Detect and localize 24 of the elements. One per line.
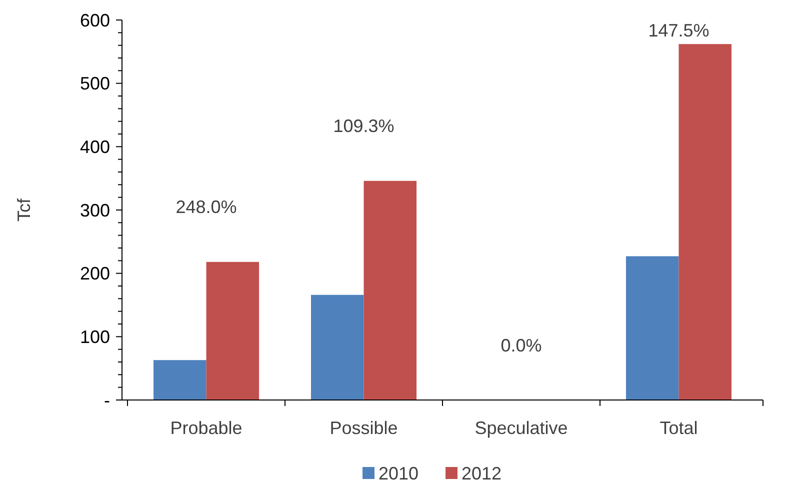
bar [206,262,260,400]
x-tick-label: Total [660,418,698,438]
y-tick-label: 600 [80,10,110,30]
y-axis-title: Tcf [14,198,34,222]
x-tick-label: Possible [330,418,398,438]
bar [154,360,206,400]
x-tick-label: Speculative [474,418,568,438]
legend-label: 2010 [378,463,419,484]
y-tick-label: 500 [80,74,110,94]
y-tick-label: 300 [80,200,110,220]
bar [310,294,364,400]
annotation: 109.3% [333,116,394,136]
annotation: 0.0% [500,335,542,356]
y-tick-label: - [104,390,110,410]
y-tick-label: 200 [80,264,110,284]
annotation: 147.5% [648,20,710,40]
x-tick-label: Probable [170,418,242,438]
y-tick-label: 100 [80,326,110,347]
bar [364,180,417,400]
bar [626,256,679,400]
bar [678,44,732,400]
legend-label: 2012 [462,463,502,484]
y-tick-label: 400 [80,136,110,157]
annotation: 248.0% [176,197,237,218]
